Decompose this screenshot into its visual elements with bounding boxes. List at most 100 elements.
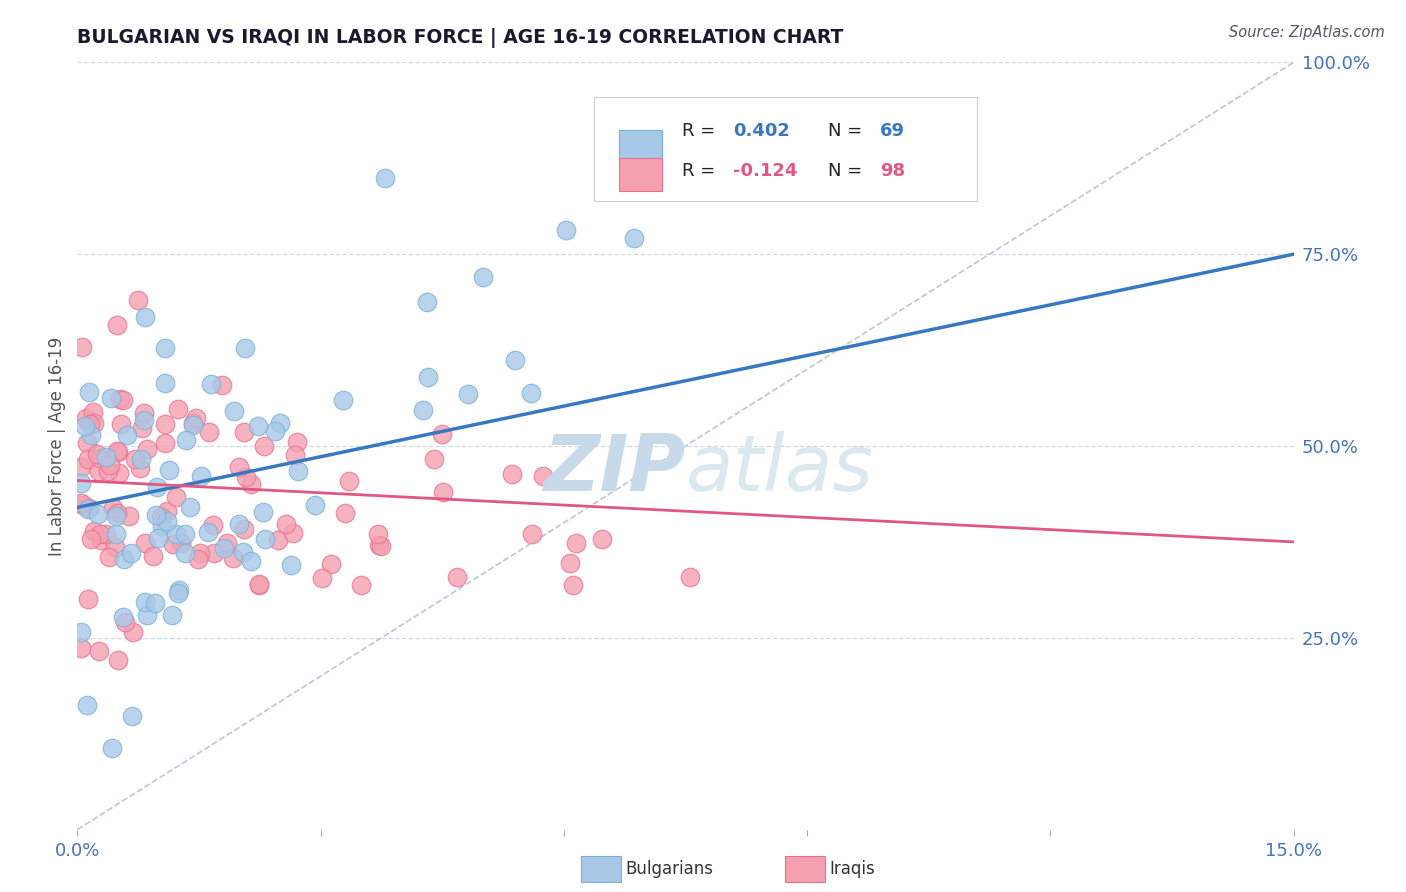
Point bbox=[98, 458, 121, 472]
Point bbox=[80, 533, 103, 547]
Point bbox=[531, 468, 554, 483]
Point bbox=[145, 508, 167, 523]
Point bbox=[430, 427, 453, 442]
Point bbox=[232, 545, 254, 559]
Point bbox=[77, 385, 100, 400]
Point bbox=[77, 592, 100, 607]
Point bbox=[170, 535, 193, 549]
Point bbox=[79, 417, 101, 431]
Point bbox=[80, 427, 103, 442]
Point bbox=[153, 341, 176, 355]
Point bbox=[287, 463, 309, 477]
Point bbox=[252, 504, 274, 518]
Point bbox=[128, 460, 150, 475]
Point bbox=[107, 466, 129, 480]
Point bbox=[202, 545, 225, 559]
Point bbox=[181, 417, 204, 431]
Point bbox=[114, 615, 136, 630]
Point bbox=[72, 498, 94, 512]
Point bbox=[591, 532, 613, 546]
Point bbox=[134, 535, 156, 549]
FancyBboxPatch shape bbox=[595, 97, 977, 201]
Point bbox=[150, 509, 173, 524]
Point bbox=[83, 524, 105, 538]
Point bbox=[112, 393, 135, 408]
Point bbox=[97, 465, 120, 479]
Point bbox=[416, 369, 439, 384]
Y-axis label: In Labor Force | Age 16-19: In Labor Force | Age 16-19 bbox=[48, 336, 66, 556]
Point bbox=[520, 526, 543, 541]
Point bbox=[76, 451, 98, 466]
Point bbox=[120, 546, 142, 560]
Point bbox=[179, 500, 201, 515]
Point bbox=[501, 467, 523, 482]
Point bbox=[165, 490, 187, 504]
Point bbox=[274, 516, 297, 531]
Point bbox=[87, 463, 110, 477]
Point bbox=[70, 641, 93, 656]
Point bbox=[100, 391, 122, 405]
Text: Bulgarians: Bulgarians bbox=[626, 860, 714, 878]
Text: ZIP: ZIP bbox=[543, 431, 686, 507]
Point bbox=[90, 533, 112, 548]
Point bbox=[131, 421, 153, 435]
Point bbox=[103, 501, 125, 516]
Point bbox=[201, 517, 224, 532]
Point bbox=[77, 500, 100, 515]
Point bbox=[136, 607, 159, 622]
Point bbox=[412, 403, 434, 417]
Point bbox=[150, 519, 173, 533]
Text: R =: R = bbox=[682, 122, 721, 140]
Point bbox=[165, 526, 187, 541]
Point bbox=[247, 578, 270, 592]
Point bbox=[127, 293, 149, 308]
Point bbox=[350, 578, 373, 592]
Point bbox=[679, 570, 702, 584]
Point bbox=[105, 318, 128, 332]
Point bbox=[198, 425, 221, 439]
Point bbox=[311, 571, 333, 585]
Point bbox=[160, 608, 183, 623]
Point bbox=[142, 549, 165, 563]
Point bbox=[70, 496, 93, 510]
Point bbox=[263, 424, 285, 438]
Point bbox=[108, 392, 131, 406]
Point bbox=[157, 462, 180, 476]
Point bbox=[89, 527, 111, 541]
Point bbox=[94, 526, 117, 541]
Point bbox=[368, 538, 391, 552]
Point bbox=[124, 451, 146, 466]
Point bbox=[432, 484, 454, 499]
Point bbox=[246, 418, 269, 433]
Point bbox=[280, 558, 302, 572]
Point bbox=[121, 709, 143, 723]
Text: atlas: atlas bbox=[686, 431, 873, 507]
Point bbox=[233, 341, 256, 355]
Point bbox=[70, 476, 93, 491]
Text: N =: N = bbox=[828, 161, 868, 180]
Point bbox=[104, 540, 127, 554]
Point bbox=[167, 585, 190, 599]
Text: BULGARIAN VS IRAQI IN LABOR FORCE | AGE 16-19 CORRELATION CHART: BULGARIAN VS IRAQI IN LABOR FORCE | AGE … bbox=[77, 28, 844, 48]
Point bbox=[187, 552, 209, 566]
Point bbox=[156, 504, 179, 518]
Point bbox=[319, 557, 342, 571]
Point bbox=[370, 539, 392, 553]
Point bbox=[212, 541, 235, 556]
Point bbox=[184, 410, 207, 425]
Point bbox=[146, 480, 169, 494]
Point bbox=[561, 578, 583, 592]
Point bbox=[284, 448, 307, 462]
Text: R =: R = bbox=[682, 161, 721, 180]
Point bbox=[87, 644, 110, 658]
Point bbox=[190, 468, 212, 483]
Point bbox=[155, 376, 177, 390]
Point bbox=[122, 625, 145, 640]
Point bbox=[423, 452, 446, 467]
Point bbox=[132, 413, 155, 427]
Point bbox=[82, 405, 104, 419]
Point bbox=[623, 230, 645, 244]
Point bbox=[134, 310, 156, 324]
Point bbox=[118, 508, 141, 523]
Point bbox=[129, 452, 152, 467]
